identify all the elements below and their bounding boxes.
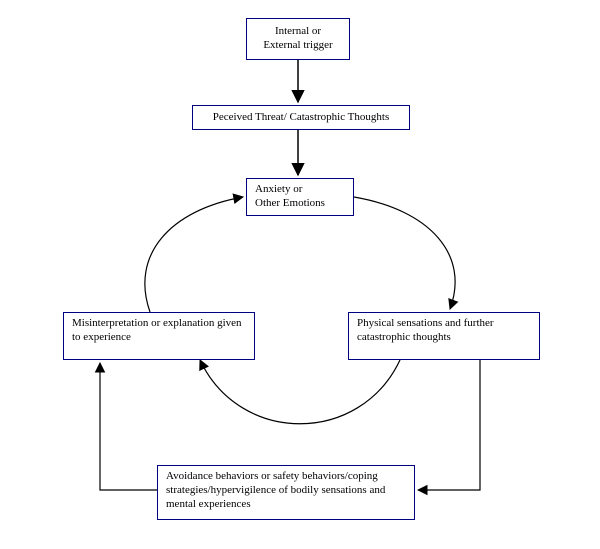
node-misinterpretation-label: Misinterpretation or explanation given t…: [72, 317, 242, 343]
node-threat-label: Peceived Threat/ Catastrophic Thoughts: [213, 111, 389, 125]
node-anxiety: Anxiety orOther Emotions: [246, 178, 354, 216]
node-avoidance: Avoidance behaviors or safety behaviors/…: [157, 465, 415, 520]
flowchart-canvas: Internal orExternal trigger Peceived Thr…: [0, 0, 600, 549]
node-misinterpretation: Misinterpretation or explanation given t…: [63, 312, 255, 360]
node-avoidance-label: Avoidance behaviors or safety behaviors/…: [166, 470, 385, 510]
node-trigger: Internal orExternal trigger: [246, 18, 350, 60]
edge-physical-misinterpretation: [200, 360, 400, 424]
edge-avoidance-misinterpretation: [100, 363, 157, 490]
edge-physical-avoidance: [418, 360, 480, 490]
node-physical-label: Physical sensations and further catastro…: [357, 317, 494, 343]
edge-misinterpretation-anxiety: [145, 197, 243, 312]
node-trigger-label: Internal orExternal trigger: [263, 25, 332, 53]
node-physical: Physical sensations and further catastro…: [348, 312, 540, 360]
edge-anxiety-physical: [354, 197, 455, 309]
node-threat: Peceived Threat/ Catastrophic Thoughts: [192, 105, 410, 130]
node-anxiety-label: Anxiety orOther Emotions: [255, 183, 325, 209]
